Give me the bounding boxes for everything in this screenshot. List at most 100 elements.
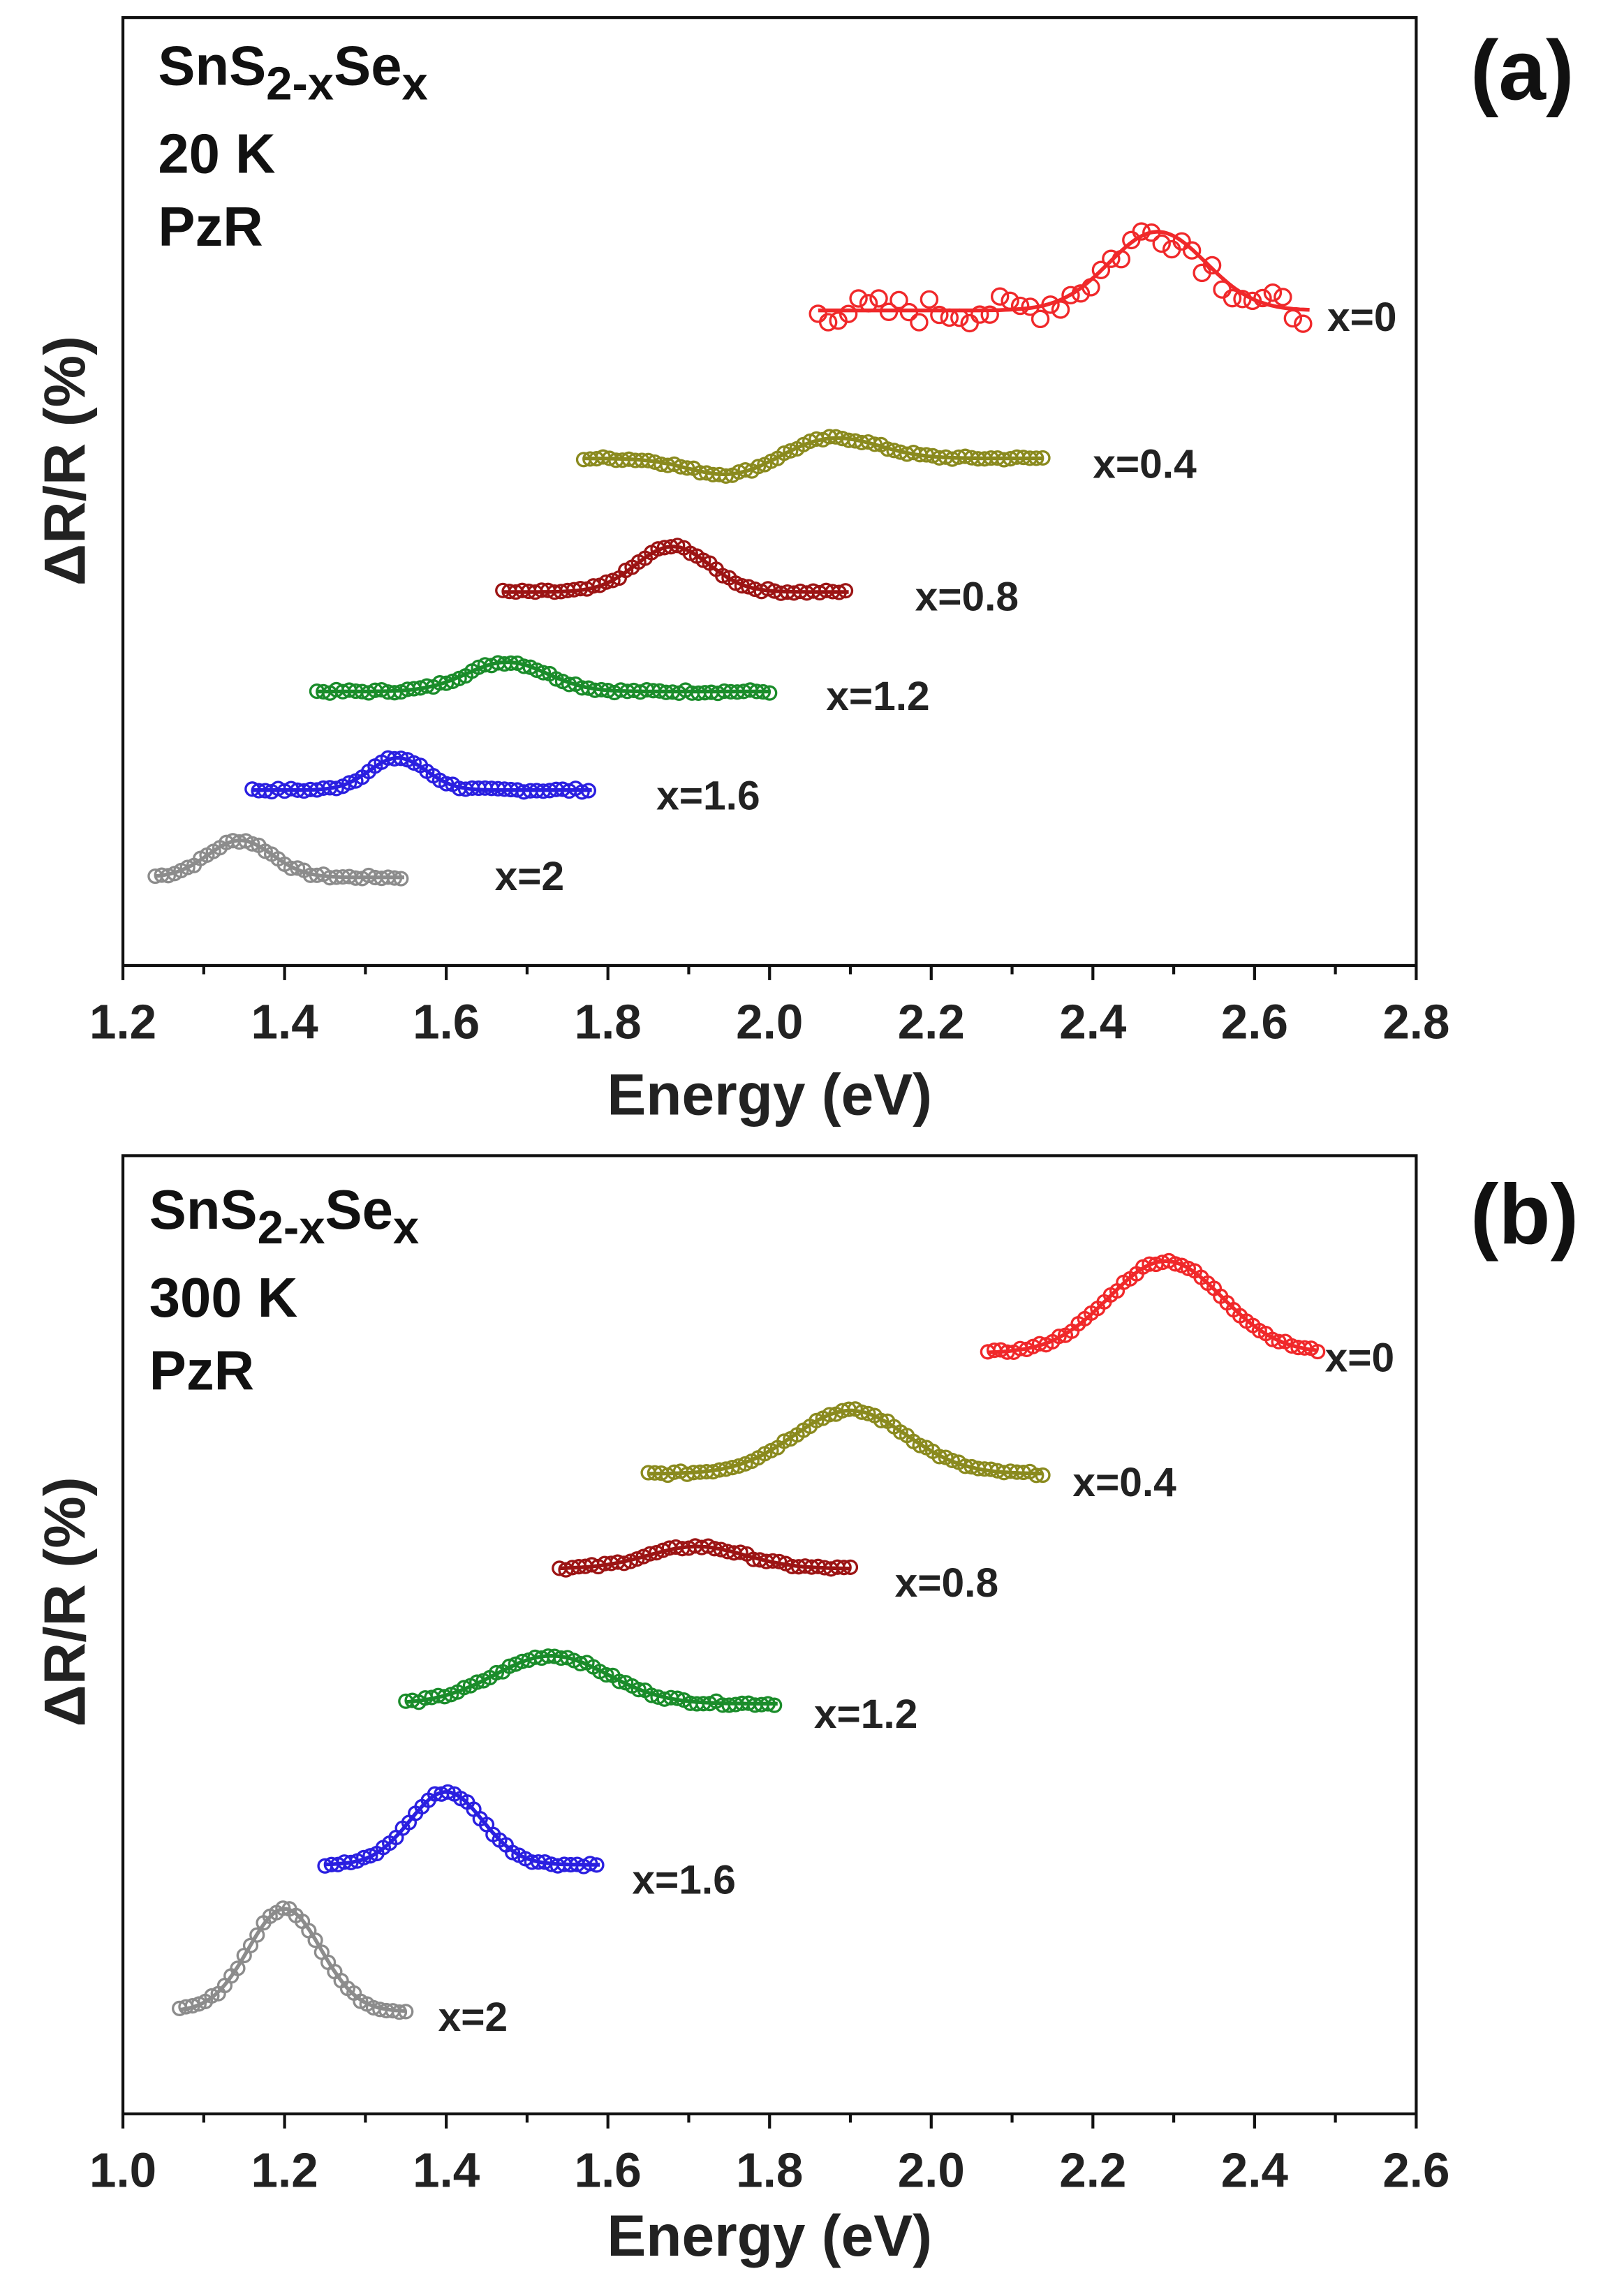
series-x=0: x=0 (809, 222, 1397, 340)
data-point (912, 1437, 928, 1454)
x-tick-label: 2.2 (1059, 2143, 1126, 2198)
fit-line (252, 755, 592, 792)
data-point (1294, 314, 1313, 333)
x-tick-label: 1.2 (89, 995, 156, 1049)
data-point (1263, 283, 1283, 302)
formula-sub1: 2-x (258, 1201, 325, 1254)
series-label: x=2 (495, 854, 564, 899)
formula-base: SnS (149, 1178, 258, 1241)
series-group: x=2 x=1.6 x=1.2 x=0.8 x=0.4 x=0 (147, 222, 1397, 899)
fit-line (503, 545, 849, 594)
data-point (1310, 1343, 1326, 1360)
x-tick-label: 1.4 (413, 2143, 480, 2198)
data-point (1274, 288, 1292, 306)
formula-sub1: 2-x (266, 57, 334, 110)
series-x=1.2: x=1.2 (309, 655, 930, 719)
data-point (249, 1927, 265, 1943)
series-label: x=0 (1327, 295, 1397, 340)
data-point (910, 313, 929, 332)
data-point (970, 305, 989, 324)
x-axis-ticks: 1.2 1.4 1.6 1.8 2.0 2.2 2.4 2.6 2.8 (89, 965, 1449, 1049)
series-x=0: x=0 (980, 1252, 1395, 1381)
data-point (839, 304, 858, 323)
x-tick-label: 1.4 (251, 995, 319, 1049)
series-label: x=2 (438, 1995, 508, 2040)
series-label: x=0 (1325, 1336, 1395, 1381)
data-point (714, 568, 731, 584)
data-point (598, 1666, 614, 1683)
data-point (869, 289, 888, 308)
series-label: x=1.6 (632, 1858, 735, 1903)
data-point (341, 775, 357, 791)
x-tick-label: 2.8 (1382, 995, 1449, 1049)
x-tick-label: 2.4 (1221, 2143, 1289, 2198)
x-tick-label: 2.0 (736, 995, 803, 1049)
fit-line (155, 838, 405, 880)
series-x=0.8: x=0.8 (552, 1538, 998, 1606)
plot-frame (121, 16, 1418, 968)
data-point (1172, 232, 1191, 251)
data-point (362, 1848, 378, 1864)
fit-line (648, 1408, 1043, 1476)
y-axis-title: ΔR/R (%) (32, 336, 98, 586)
x-tick-label: 1.0 (89, 2143, 156, 2198)
x-axis-ticks: 1.0 1.2 1.4 1.6 1.8 2.0 2.2 2.4 2.6 (89, 2113, 1449, 2198)
data-point (809, 304, 827, 323)
data-point (391, 2004, 408, 2020)
series-x=2: x=2 (172, 1900, 508, 2040)
x-tick-label: 2.2 (898, 995, 965, 1049)
series-label: x=1.6 (656, 774, 760, 819)
data-point (1152, 234, 1171, 253)
data-point (990, 287, 1010, 306)
temperature-annotation: 300 K (149, 1266, 297, 1329)
formula-mid: Se (334, 35, 401, 97)
series-x=0.4: x=0.4 (640, 1401, 1176, 1505)
data-point (244, 836, 260, 852)
x-tick-label: 2.6 (1382, 2143, 1449, 2198)
fit-line (818, 230, 1310, 313)
formula-base: SnS (158, 35, 266, 97)
data-point (1061, 286, 1080, 304)
x-tick-label: 2.6 (1221, 995, 1288, 1049)
y-axis-title: ΔR/R (%) (32, 1477, 98, 1726)
data-point (980, 305, 999, 324)
data-point (849, 289, 868, 308)
series-label: x=1.2 (826, 674, 929, 719)
formula-mid: Se (325, 1178, 393, 1241)
data-point (307, 1932, 323, 1948)
panel-a: 1.2 1.4 1.6 1.8 2.0 2.2 2.4 2.6 2.8 x=2 x=1.6 x=1.… (32, 16, 1574, 1127)
data-point (818, 313, 838, 332)
panel-label: (b) (1470, 1167, 1579, 1262)
data-point (535, 665, 552, 681)
data-point (1182, 241, 1202, 260)
method-annotation: PzR (149, 1340, 254, 1402)
temperature-annotation: 20 K (158, 122, 275, 184)
data-point (1001, 291, 1019, 310)
data-point (1010, 296, 1030, 316)
series-x=2: x=2 (147, 833, 564, 899)
series-x=1.6: x=1.6 (244, 750, 760, 819)
data-point (750, 459, 767, 475)
data-point (1102, 249, 1121, 268)
data-point (179, 859, 195, 875)
formula-annotation: SnS2-xSex (158, 35, 427, 110)
x-axis-title: Energy (eV) (607, 2203, 932, 2268)
series-label: x=0.8 (915, 574, 1019, 619)
fit-line (325, 1790, 600, 1867)
data-point (873, 1412, 889, 1428)
formula-sub2: x (401, 57, 427, 110)
panel-b: 1.0 1.2 1.4 1.6 1.8 2.0 2.2 2.4 2.6 x=2 x=1.6 x=1.… (32, 1154, 1579, 2268)
data-point (230, 1960, 246, 1976)
data-point (630, 1682, 647, 1698)
series-x=0.8: x=0.8 (495, 538, 1019, 619)
formula-annotation: SnS2-xSex (149, 1178, 419, 1254)
data-point (1028, 1467, 1044, 1484)
x-tick-label: 1.8 (575, 995, 642, 1049)
method-annotation: PzR (158, 195, 263, 258)
data-point (930, 305, 949, 325)
data-point (1202, 256, 1222, 275)
fit-line (406, 1654, 778, 1706)
data-point (204, 1988, 220, 2004)
formula-sub2: x (393, 1201, 419, 1254)
data-point (488, 1664, 505, 1681)
